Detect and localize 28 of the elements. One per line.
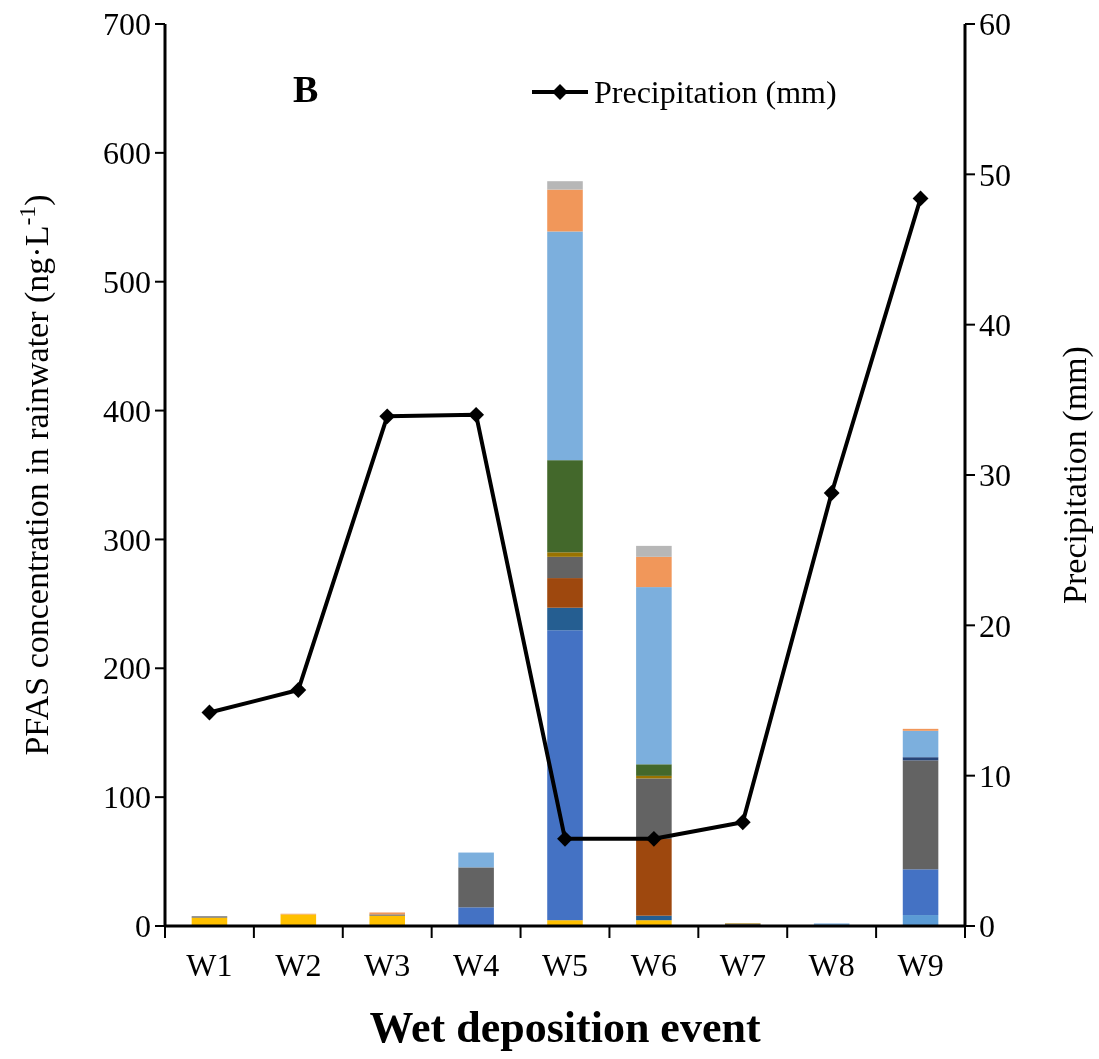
- x-tick-label: W2: [275, 947, 322, 983]
- x-tick-label: W4: [453, 947, 500, 983]
- x-tick-label: W3: [364, 947, 411, 983]
- y2-tick-label: 0: [979, 908, 995, 945]
- x-tick-label: W6: [630, 947, 677, 983]
- x-axis-title: Wet deposition event: [369, 1003, 761, 1052]
- x-tick-label: W1: [186, 947, 233, 983]
- x-tick-label: W7: [719, 947, 766, 983]
- y2-tick-label: 40: [979, 306, 1011, 343]
- y2-tick-label: 60: [979, 6, 1011, 43]
- x-tick-label: W8: [808, 947, 855, 983]
- y2-axis-title: Precipitation (mm): [1056, 346, 1094, 604]
- y2-tick-label: 30: [979, 457, 1011, 494]
- annotation: B: [293, 68, 319, 110]
- y-tick-label: 500: [103, 263, 151, 300]
- y-tick-label: 300: [103, 521, 151, 558]
- legend-label: Precipitation (mm): [594, 74, 837, 110]
- y2-tick-label: 50: [979, 156, 1011, 193]
- x-tick-label: W9: [897, 947, 944, 983]
- y-tick-label: 400: [103, 392, 151, 429]
- y-tick-label: 700: [103, 6, 151, 43]
- y2-tick-label: 10: [979, 757, 1011, 794]
- x-tick-label: W5: [541, 947, 589, 983]
- y-tick-label: 0: [135, 908, 151, 945]
- y2-tick-label: 20: [979, 607, 1011, 644]
- y-tick-label: 600: [103, 135, 151, 172]
- y-tick-label: 200: [103, 650, 151, 687]
- y-tick-label: 100: [103, 779, 151, 816]
